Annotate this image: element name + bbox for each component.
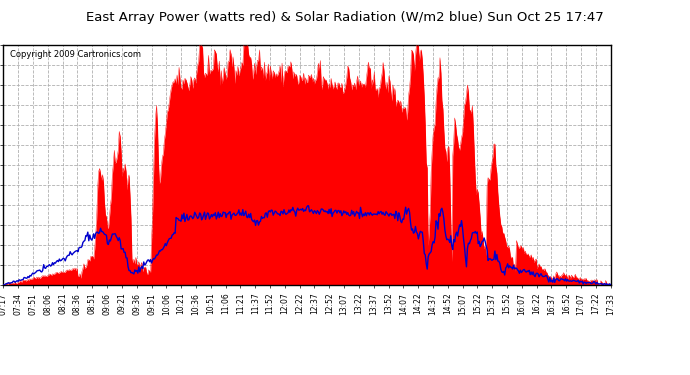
Text: East Array Power (watts red) & Solar Radiation (W/m2 blue) Sun Oct 25 17:47: East Array Power (watts red) & Solar Rad… — [86, 11, 604, 24]
Text: Copyright 2009 Cartronics.com: Copyright 2009 Cartronics.com — [10, 50, 141, 59]
